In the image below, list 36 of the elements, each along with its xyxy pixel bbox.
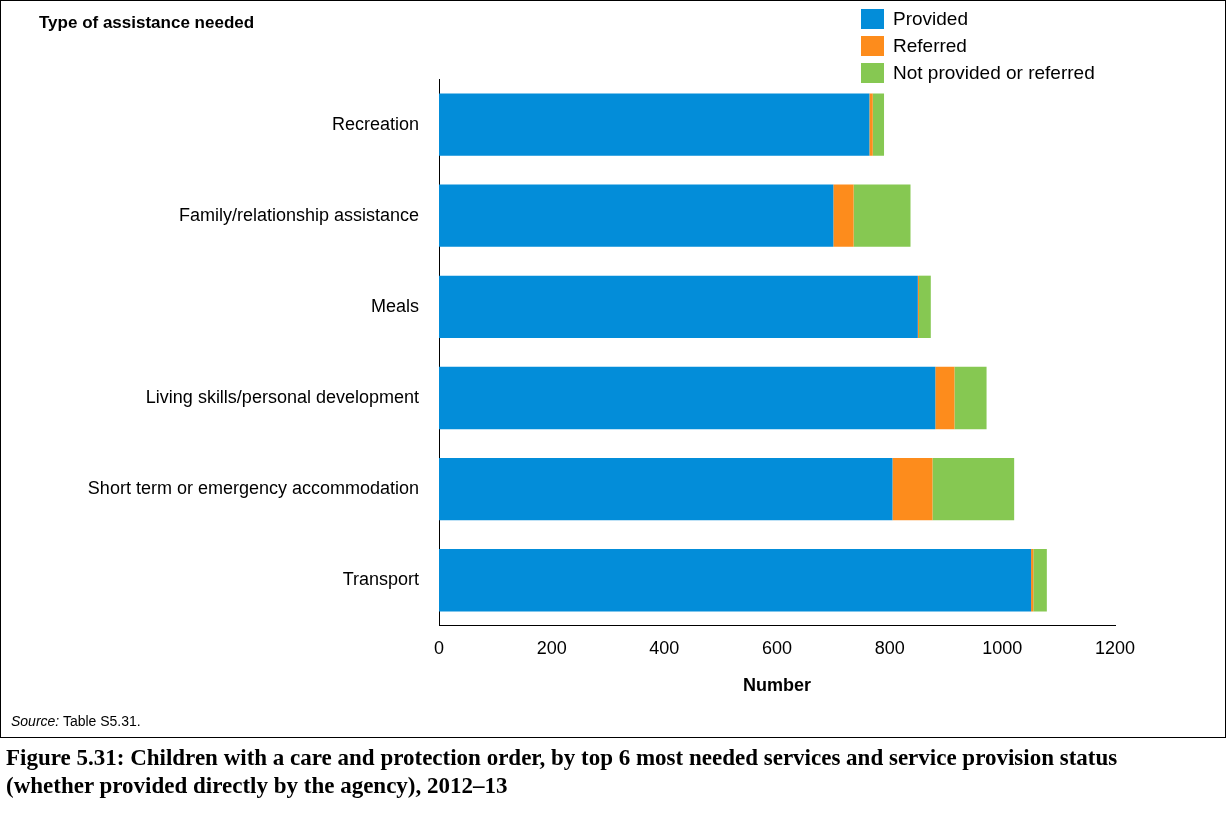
- y-tick-label: Living skills/personal development: [145, 386, 419, 407]
- bar: [439, 93, 870, 156]
- bar: [853, 184, 911, 247]
- bar: [439, 457, 893, 521]
- x-tick-label: 1200: [1094, 637, 1136, 658]
- y-tick-label: Meals: [370, 295, 419, 316]
- source-note: Source: Table S5.31.: [11, 713, 141, 729]
- x-tick-label: 200: [536, 637, 567, 658]
- bar: [1033, 549, 1047, 612]
- bar: [439, 275, 918, 338]
- y-tick-label: Transport: [342, 569, 419, 590]
- bar: [872, 93, 885, 156]
- x-tick-label: 800: [874, 637, 905, 658]
- x-tick-label: 0: [433, 637, 445, 658]
- text: Figure 5.31: Children with a care and protection order, by top 6 most needed services and service provision status (whether provided directly by the agency), 2012–13: [6, 744, 1119, 800]
- y-tick-label: Recreation: [331, 113, 419, 134]
- y-tick-label: Family/relationship assistance: [178, 204, 419, 225]
- bar: [439, 366, 936, 430]
- legend-label: Referred: [893, 34, 967, 57]
- bar: [833, 184, 854, 247]
- x-axis-title: Number: [742, 675, 812, 696]
- bar: [439, 549, 1032, 612]
- x-tick-label: 1000: [982, 637, 1023, 658]
- legend-label: Provided: [893, 7, 968, 30]
- bar: [892, 457, 933, 521]
- bar: [954, 366, 987, 430]
- bar: [439, 184, 834, 247]
- x-tick-label: 400: [649, 637, 680, 658]
- y-axis-title: Type of assistance needed: [39, 13, 255, 33]
- bar: [918, 275, 931, 338]
- y-tick-label: Short term or emergency accommodation: [87, 478, 419, 499]
- x-tick-label: 600: [761, 637, 793, 658]
- bar: [869, 93, 873, 156]
- bar: [932, 457, 1015, 521]
- bar: [935, 366, 955, 430]
- legend-label: Not provided or referred: [893, 61, 1095, 84]
